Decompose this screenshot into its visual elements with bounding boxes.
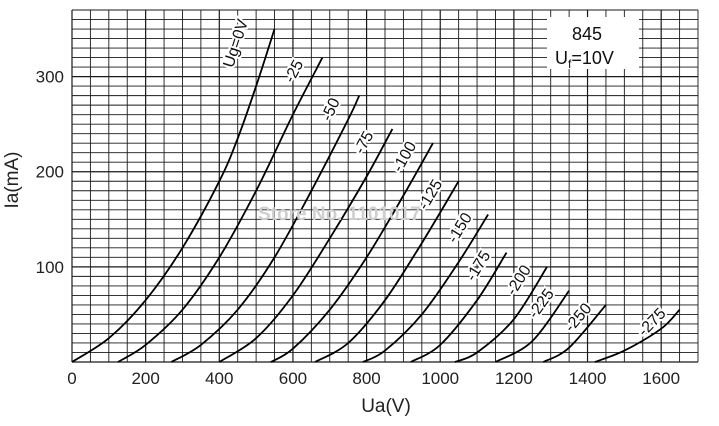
curve-label: -225	[525, 286, 558, 322]
y-axis-title: Ia(mA)	[2, 152, 23, 209]
curve-line	[71, 28, 276, 363]
curve-label: Ug=0V	[221, 17, 252, 70]
curve-line	[410, 252, 508, 363]
filament-voltage-label: Uf=10V	[555, 48, 614, 71]
curve-label: -250	[562, 300, 596, 335]
curve-line	[594, 309, 681, 363]
tube-type-label: 845	[572, 24, 602, 44]
info-box-background	[547, 17, 639, 69]
filament-value: =10V	[571, 48, 614, 68]
curve-line	[454, 266, 548, 363]
info-box: 845 Uf=10V	[547, 17, 639, 71]
curve-line	[270, 142, 434, 363]
y-tick-label: 100	[36, 258, 64, 277]
filament-subscript: f	[568, 57, 572, 71]
curve-label: -275	[635, 305, 670, 340]
curve-label: -50	[319, 96, 344, 124]
watermark-text: Store No. 1101017	[258, 204, 421, 225]
curve-label: -175	[463, 248, 494, 284]
curve-line	[495, 290, 570, 363]
x-axis-title: Ua(V)	[361, 396, 411, 417]
curve-line	[170, 95, 361, 363]
curve-label: -200	[503, 262, 535, 298]
filament-symbol: U	[555, 48, 568, 68]
x-tick-label: 1000	[421, 369, 459, 388]
x-tick-label: 800	[352, 369, 380, 388]
curve-line	[542, 304, 607, 363]
curve-label: -100	[390, 139, 421, 175]
curve-line	[362, 214, 489, 363]
curve-line	[117, 57, 324, 363]
curve-label: -25	[282, 57, 308, 85]
grid	[71, 9, 699, 363]
x-tick-label: 200	[131, 369, 159, 388]
x-tick-label: 600	[279, 369, 307, 388]
tick-labels: 0 200 400 600 800 1000 1200 1400 1600 100 200 300	[36, 68, 680, 388]
x-tick-label: 1200	[495, 369, 533, 388]
y-tick-label: 300	[36, 68, 64, 87]
x-tick-label: 1600	[642, 369, 680, 388]
curves	[71, 28, 681, 363]
x-tick-label: 1400	[569, 369, 607, 388]
y-tick-label: 200	[36, 163, 64, 182]
curve-line	[218, 128, 394, 363]
x-tick-label: 400	[205, 369, 233, 388]
curve-line	[314, 180, 460, 363]
x-tick-label: 0	[67, 369, 76, 388]
